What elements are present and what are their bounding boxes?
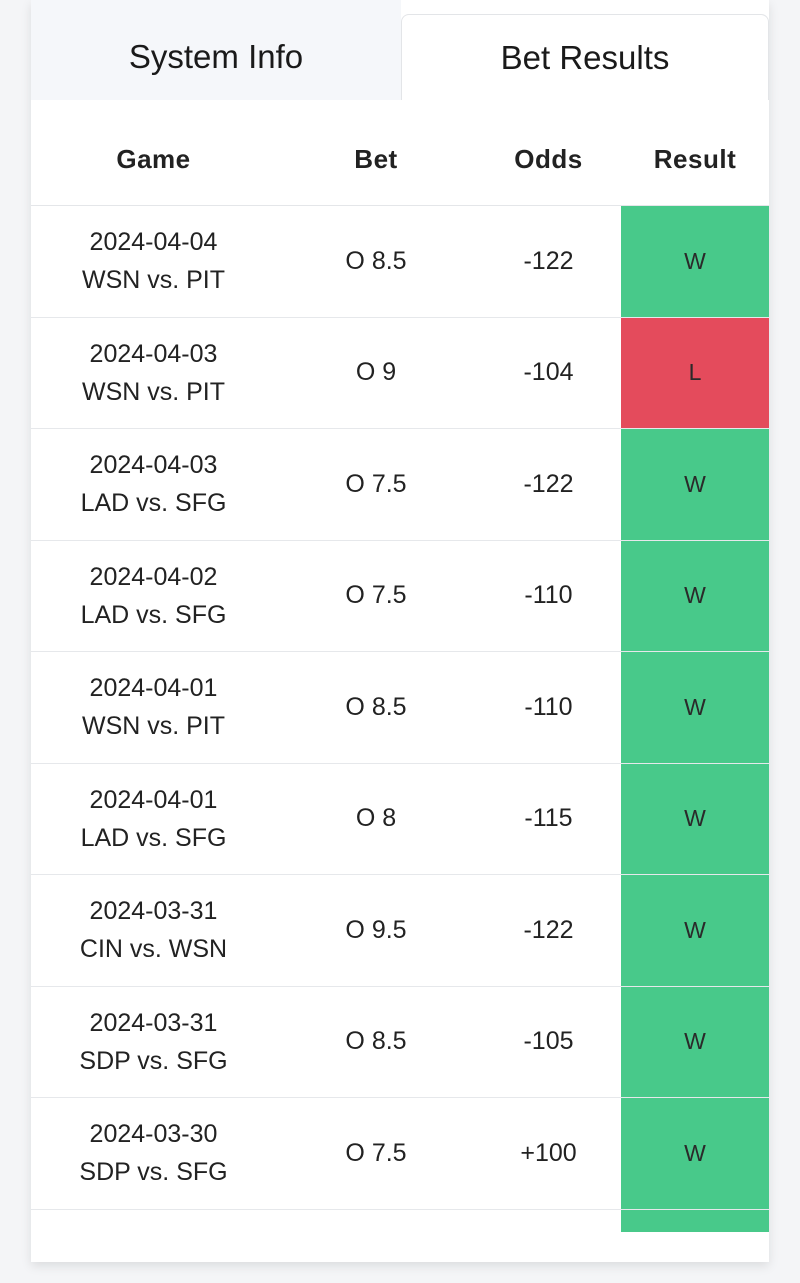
table-row: 2024-04-04 WSN vs. PIT O 8.5 -122 W	[31, 206, 769, 318]
game-cell: 2024-04-04 WSN vs. PIT	[31, 206, 276, 317]
tab-system-info-label: System Info	[128, 38, 304, 75]
game-date: 2024-03-31	[89, 897, 218, 926]
table-row: 2024-04-03 WSN vs. PIT O 9 -104 L	[31, 317, 769, 429]
bet-cell: O 8.5	[345, 246, 407, 275]
game-matchup: CIN vs. WSN	[79, 935, 228, 964]
game-date: 2024-04-03	[89, 451, 218, 480]
odds-cell: -122	[523, 469, 574, 498]
game-date: 2024-04-03	[89, 339, 218, 368]
game-matchup: SDP vs. SFG	[79, 1158, 228, 1187]
header-odds[interactable]: Odds	[514, 144, 583, 174]
table-row: 2024-04-01 WSN vs. PIT O 8.5 -110 W	[31, 652, 769, 764]
game-cell: 2024-04-02 LAD vs. SFG	[31, 541, 276, 652]
odds-cell: -122	[523, 246, 574, 275]
table-row: 2024-03-31 CIN vs. WSN O 9.5 -122 W	[31, 875, 769, 987]
odds-cell: -105	[523, 1027, 574, 1056]
game-cell: 2024-03-30 SDP vs. SFG	[31, 1098, 276, 1209]
bet-cell: O 8.5	[345, 1027, 407, 1056]
bet-cell: O 9	[355, 358, 397, 387]
bet-cell: O 7.5	[345, 469, 407, 498]
odds-cell: +100	[520, 1138, 577, 1167]
game-matchup: LAD vs. SFG	[80, 489, 227, 518]
result-badge: W	[621, 540, 769, 651]
table-row: 2024-04-03 LAD vs. SFG O 7.5 -122 W	[31, 429, 769, 541]
tab-system-info[interactable]: System Info	[31, 0, 401, 100]
odds-cell: -115	[524, 804, 573, 833]
game-matchup: WSN vs. PIT	[81, 377, 226, 406]
result-badge: W	[621, 875, 769, 986]
header-bet[interactable]: Bet	[354, 144, 398, 174]
bet-cell: O 8	[355, 804, 397, 833]
bet-cell: O 7.5	[345, 1138, 407, 1167]
table-body: 2024-04-04 WSN vs. PIT O 8.5 -122 W 2024-04-0…	[31, 206, 769, 1210]
game-matchup: LAD vs. SFG	[80, 600, 227, 629]
header-result[interactable]: Result	[653, 144, 737, 174]
odds-cell: -104	[523, 358, 574, 387]
result-badge: L	[621, 317, 769, 428]
odds-cell: -122	[523, 915, 574, 944]
game-date: 2024-04-02	[89, 562, 218, 591]
header-game[interactable]: Game	[116, 144, 191, 174]
game-date: 2024-04-01	[89, 674, 218, 703]
game-matchup: WSN vs. PIT	[81, 266, 226, 295]
table-row: 2024-04-02 LAD vs. SFG O 7.5 -110 W	[31, 540, 769, 652]
game-cell: 2024-04-03 WSN vs. PIT	[31, 318, 276, 429]
game-matchup: WSN vs. PIT	[81, 712, 226, 741]
table-row: 2024-04-01 LAD vs. SFG O 8 -115 W	[31, 763, 769, 875]
game-cell: 2024-03-31 CIN vs. WSN	[31, 875, 276, 986]
game-date: 2024-04-04	[89, 228, 218, 257]
result-badge: W	[621, 206, 769, 317]
game-cell: 2024-03-31 SDP vs. SFG	[31, 987, 276, 1098]
result-badge: W	[621, 1098, 769, 1209]
table-row: 2024-03-30 SDP vs. SFG O 7.5 +100 W	[31, 1098, 769, 1210]
bet-cell: O 9.5	[345, 915, 407, 944]
bet-cell: O 8.5	[345, 692, 407, 721]
bet-results-table: Game Bet Odds Result 2024-04-04 WSN vs. P…	[31, 100, 769, 1232]
game-date: 2024-03-31	[89, 1008, 218, 1037]
result-badge: W	[621, 429, 769, 540]
result-badge: W	[621, 763, 769, 874]
game-matchup: LAD vs. SFG	[80, 823, 227, 852]
game-date: 2024-04-01	[89, 785, 218, 814]
game-matchup: SDP vs. SFG	[79, 1046, 228, 1075]
bet-cell: O 7.5	[345, 581, 407, 610]
table-header: Game Bet Odds Result	[31, 100, 769, 206]
result-badge: W	[621, 652, 769, 763]
table-trailing-row	[31, 1209, 769, 1232]
odds-cell: -110	[524, 692, 573, 721]
game-cell: 2024-04-03 LAD vs. SFG	[31, 429, 276, 540]
result-badge: W	[621, 986, 769, 1097]
tab-bar: System Info Bet Results	[31, 0, 769, 100]
game-date: 2024-03-30	[89, 1120, 218, 1149]
game-cell: 2024-04-01 WSN vs. PIT	[31, 652, 276, 763]
table-row: 2024-03-31 SDP vs. SFG O 8.5 -105 W	[31, 986, 769, 1098]
game-cell: 2024-04-01 LAD vs. SFG	[31, 764, 276, 875]
tab-bet-results-label: Bet Results	[500, 38, 670, 76]
odds-cell: -110	[524, 581, 573, 610]
tab-bet-results[interactable]: Bet Results	[401, 14, 769, 100]
